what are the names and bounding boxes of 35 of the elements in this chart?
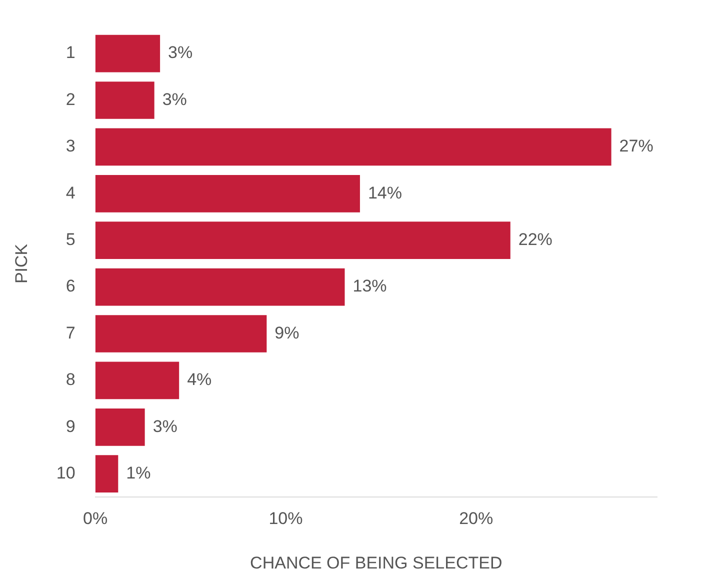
y-tick-label: 8 [66, 370, 76, 390]
data-label: 3% [168, 43, 193, 62]
bar [95, 174, 360, 212]
bar [95, 268, 345, 306]
y-tick-label: 9 [66, 416, 76, 436]
data-label: 13% [352, 276, 387, 296]
y-tick-label: 3 [66, 136, 76, 156]
y-tick-label: 7 [66, 323, 76, 342]
data-label: 9% [274, 323, 300, 342]
bar [95, 455, 118, 493]
y-tick-label: 2 [66, 90, 76, 109]
x-axis-title: CHANCE OF BEING SELECTED [250, 553, 502, 572]
bar [95, 362, 180, 400]
data-label: 14% [368, 183, 402, 202]
x-tick-label: 10% [268, 509, 303, 528]
x-tick-label: 0% [83, 509, 108, 528]
data-label: 4% [187, 370, 212, 390]
bar [95, 408, 145, 446]
bar [95, 82, 154, 119]
y-tick-label: 10 [56, 464, 76, 483]
bar [95, 34, 160, 72]
bar [95, 128, 612, 166]
bar [95, 222, 510, 260]
y-tick-label: 5 [66, 230, 76, 250]
data-label: 22% [518, 230, 552, 250]
data-label: 27% [619, 136, 654, 156]
data-label: 3% [152, 416, 178, 436]
data-label: 1% [126, 464, 151, 483]
y-tick-label: 6 [66, 276, 76, 296]
bar [95, 315, 267, 352]
data-label: 3% [162, 90, 187, 109]
y-axis-title: PICK [12, 243, 31, 284]
x-tick-label: 20% [459, 509, 494, 528]
y-tick-label: 1 [66, 43, 76, 62]
y-tick-label: 4 [66, 183, 76, 202]
